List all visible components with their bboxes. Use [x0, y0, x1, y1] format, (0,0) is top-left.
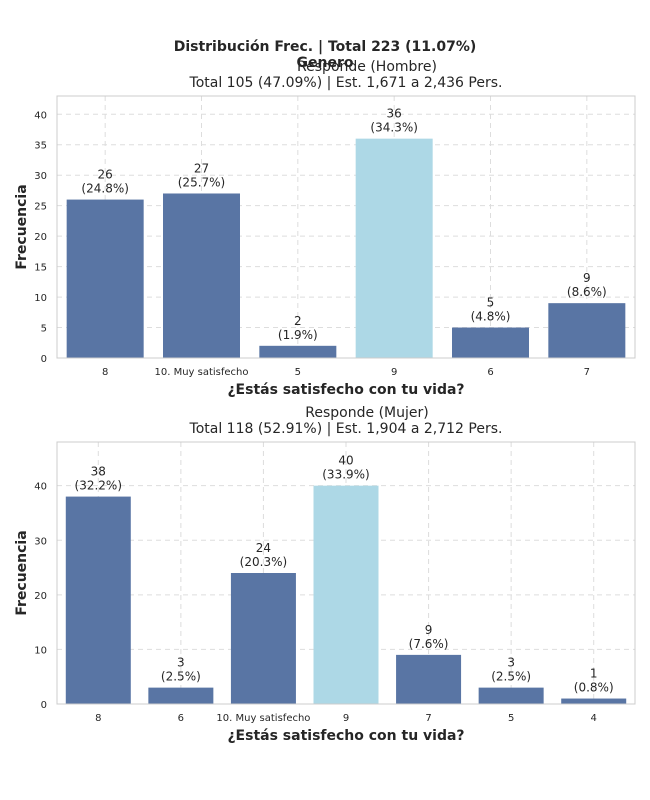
bar-value-label: 3: [177, 656, 185, 670]
bar: [163, 193, 240, 358]
x-tick-label: 9: [343, 713, 349, 724]
bar: [548, 303, 626, 358]
bar-value-label: 9: [583, 271, 591, 285]
bar-value-label: 2: [294, 314, 302, 328]
x-tick-label: 8: [102, 367, 108, 378]
y-tick-label: 0: [41, 700, 47, 711]
figure-title: Distribución Frec. | Total 223 (11.07%): [174, 39, 477, 55]
x-tick-label: 5: [295, 367, 301, 378]
y-tick-label: 40: [34, 482, 47, 493]
x-tick-label: 4: [591, 713, 597, 724]
x-tick-label: 6: [487, 367, 493, 378]
bar: [230, 573, 296, 704]
bar-value-label: 27: [194, 161, 209, 175]
bar: [452, 327, 529, 358]
bar-percent-label: (34.3%): [370, 121, 417, 135]
bar-percent-label: (2.5%): [161, 670, 201, 684]
y-tick-label: 35: [34, 141, 47, 152]
bar-value-label: 36: [387, 107, 402, 121]
bar-percent-label: (25.7%): [178, 175, 225, 189]
y-tick-label: 15: [34, 263, 47, 274]
plot-frame: [56, 95, 636, 359]
y-tick-label: 20: [34, 232, 47, 243]
chart-title: Responde (Mujer): [305, 405, 428, 421]
y-tick-label: 0: [41, 354, 47, 365]
bar-percent-label: (1.9%): [278, 328, 318, 342]
chart-subtitle: Total 105 (47.09%) | Est. 1,671 a 2,436 …: [189, 75, 503, 91]
bar-value-label: 26: [98, 168, 113, 182]
overlay-label: Genero: [297, 55, 354, 71]
y-tick-label: 10: [34, 293, 47, 304]
bar: [148, 687, 214, 704]
bar: [561, 698, 627, 704]
bar-percent-label: (32.2%): [75, 479, 122, 493]
bar-percent-label: (2.5%): [491, 670, 531, 684]
chart-mujer: 38(32.2%)83(2.5%)624(20.3%)10. Muy satis…: [14, 405, 636, 744]
y-tick-label: 5: [41, 324, 47, 335]
bar: [66, 199, 144, 358]
bar-percent-label: (24.8%): [81, 182, 128, 196]
y-tick-label: 20: [34, 591, 47, 602]
bar-value-label: 40: [338, 454, 353, 468]
bar-percent-label: (0.8%): [574, 681, 614, 695]
y-tick-label: 10: [34, 645, 47, 656]
bar-value-label: 24: [256, 541, 271, 555]
bar-value-label: 38: [91, 465, 106, 479]
bar-percent-label: (8.6%): [567, 285, 607, 299]
bar-percent-label: (20.3%): [240, 555, 287, 569]
x-axis-label: ¿Estás satisfecho con tu vida?: [227, 728, 464, 744]
x-tick-label: 5: [508, 713, 514, 724]
y-tick-label: 25: [34, 202, 47, 213]
bar-percent-label: (33.9%): [322, 468, 369, 482]
x-tick-label: 7: [425, 713, 431, 724]
bar: [396, 654, 462, 704]
bar: [313, 485, 379, 704]
y-axis-label: Frecuencia: [14, 530, 30, 615]
x-tick-label: 8: [95, 713, 101, 724]
bar: [259, 345, 337, 358]
plot-frame: [56, 441, 636, 705]
bar: [65, 496, 131, 704]
x-axis-label: ¿Estás satisfecho con tu vida?: [227, 382, 464, 398]
y-axis-label: Frecuencia: [14, 184, 30, 269]
chart-title: Responde (Hombre): [297, 59, 437, 75]
x-tick-label: 10. Muy satisfecho: [216, 713, 310, 724]
x-tick-label: 9: [391, 367, 397, 378]
chart-hombre: 26(24.8%) 8 27(25.7%) 10. Muy satisfecho 2(1…: [14, 59, 636, 398]
bar: [355, 138, 433, 358]
y-tick-label: 40: [34, 110, 47, 121]
bar-percent-label: (7.6%): [409, 637, 449, 651]
x-tick-label: 10. Muy satisfecho: [154, 367, 248, 378]
chart-subtitle: Total 118 (52.91%) | Est. 1,904 a 2,712 …: [189, 421, 503, 437]
y-tick-label: 30: [34, 536, 47, 547]
bar-value-label: 5: [487, 296, 495, 310]
x-tick-label: 6: [178, 713, 184, 724]
bar-percent-label: (4.8%): [471, 310, 511, 324]
bar-value-label: 3: [507, 656, 515, 670]
x-tick-label: 7: [584, 367, 590, 378]
bar-value-label: 9: [425, 623, 433, 637]
bar-value-label: 1: [590, 667, 598, 681]
y-tick-label: 30: [34, 171, 47, 182]
bar: [478, 687, 544, 704]
